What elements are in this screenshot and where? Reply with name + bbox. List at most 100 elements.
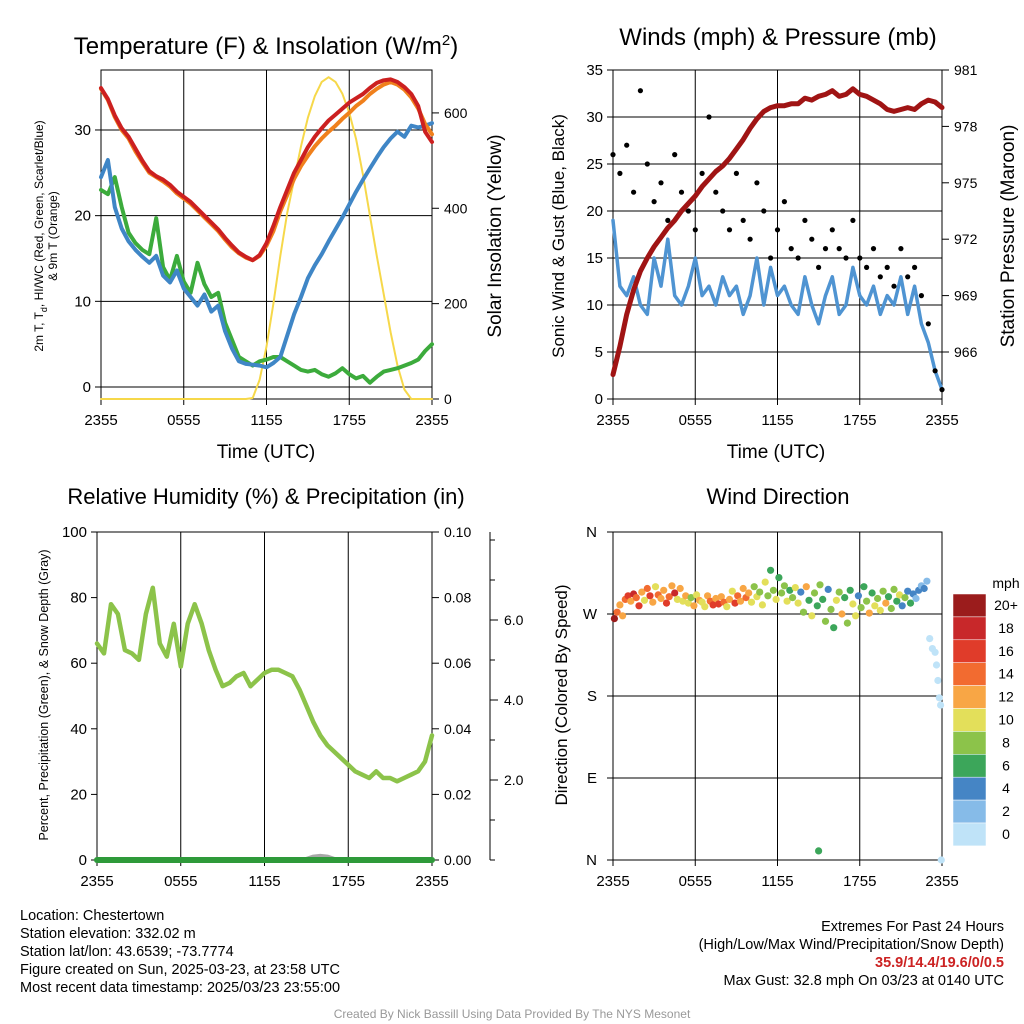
wind-direction-point — [876, 606, 884, 615]
wind-direction-point — [731, 599, 739, 607]
wind-direction-y-tick-label: W — [583, 606, 598, 623]
winds-x-tick-label: 2355 — [925, 412, 958, 429]
wind-direction-point — [799, 608, 808, 616]
pressure-y2-tick-label: 975 — [954, 175, 978, 191]
windchill-series-line — [99, 121, 434, 370]
wind-direction-point — [879, 587, 887, 595]
wind-direction-point — [747, 598, 756, 606]
speed-legend-swatch — [952, 685, 987, 709]
wind-direction-point — [874, 594, 882, 603]
speed-legend-label: 10 — [998, 712, 1014, 728]
wind-direction-point — [857, 604, 865, 612]
speed-legend-swatch — [952, 708, 987, 732]
gust-point — [726, 227, 733, 233]
gust-point — [884, 264, 890, 270]
wind-direction-point — [739, 584, 747, 593]
gust-point — [836, 246, 842, 252]
wind-direction-point — [646, 592, 654, 600]
wind-direction-point — [717, 593, 725, 601]
wind-direction-point — [736, 597, 745, 605]
temperature-panel: Temperature (F) & Insolation (W/m2) Time… — [32, 32, 506, 463]
wind-direction-point — [767, 566, 775, 574]
gust-point — [651, 199, 657, 205]
wind-direction-point — [934, 676, 942, 685]
gust-point — [658, 180, 664, 186]
wind-direction-point — [863, 597, 871, 605]
humidity-panel: Relative Humidity (%) & Precipitation (i… — [37, 484, 524, 890]
wind-direction-point — [854, 592, 863, 600]
gust-point — [918, 293, 925, 299]
gust-point — [802, 217, 808, 223]
gust-point — [932, 368, 938, 374]
wind-direction-x-tick-label: 1155 — [761, 873, 793, 890]
extremes-subtitle: (High/Low/Max Wind/Precipitation/Snow De… — [698, 937, 1004, 953]
wind-direction-point — [906, 599, 915, 607]
precip-y2-tick-label: 0.08 — [444, 590, 471, 606]
winds-y-tick-label: 30 — [586, 109, 603, 126]
station-latlon: Station lat/lon: 43.6539; -73.7774 — [20, 944, 234, 960]
gust-point — [733, 170, 740, 176]
winds-x-tick-label: 1155 — [761, 412, 793, 429]
gust-point — [692, 227, 698, 233]
gust-point — [864, 264, 870, 270]
wind-direction-point — [797, 588, 805, 596]
wind-direction-panel: Wind Direction Direction (Colored By Spe… — [552, 484, 1020, 890]
wind-direction-point — [865, 609, 873, 617]
station-elevation: Station elevation: 332.02 m — [20, 926, 196, 942]
winds-y-tick-label: 0 — [595, 391, 603, 408]
wind-direction-point — [920, 584, 928, 593]
speed-legend-swatch — [952, 639, 987, 663]
gust-point — [774, 227, 781, 233]
snow-depth-tick-label: 4.0 — [504, 692, 524, 708]
speed-legend-swatch — [952, 754, 987, 778]
wind-direction-point — [937, 701, 945, 709]
gust-point — [843, 255, 849, 261]
wind-direction-y-tick-label: E — [587, 770, 597, 787]
wind-direction-point — [632, 594, 640, 602]
speed-legend-swatch — [952, 776, 987, 801]
wind-direction-point — [923, 577, 931, 585]
speed-legend-label: 14 — [998, 666, 1014, 682]
snow-depth-tick-label: 6.0 — [504, 612, 524, 628]
winds-panel-title: Winds (mph) & Pressure (mb) — [619, 24, 936, 51]
humidity-y-tick-label: 0 — [79, 852, 87, 869]
gust-point — [713, 189, 719, 195]
wind-direction-point — [728, 587, 736, 595]
precip-y2-tick-label: 0.06 — [444, 655, 471, 671]
wind-direction-point — [810, 589, 819, 597]
gust-point — [857, 255, 863, 261]
humidity-y-tick-label: 40 — [70, 721, 87, 738]
winds-panel: Winds (mph) & Pressure (mb) Time (UTC) S… — [549, 24, 1019, 463]
gust-point — [761, 208, 767, 214]
wind-direction-point — [635, 602, 643, 610]
extremes-title: Extremes For Past 24 Hours — [821, 919, 1004, 935]
speed-legend-label: 6 — [1002, 757, 1010, 773]
wind-direction-point — [832, 596, 841, 604]
wind-direction-point — [734, 592, 742, 600]
temperature-x-tick-label: 1755 — [333, 412, 366, 429]
temperature-y-tick-label: 20 — [74, 208, 91, 225]
wind-direction-point — [935, 694, 943, 702]
speed-legend-swatch — [952, 593, 987, 618]
humidity-y-axis-label: Percent, Precipitation (Green), & Snow D… — [37, 549, 51, 840]
recent-data-timestamp: Most recent data timestamp: 2025/03/23 2… — [20, 980, 341, 996]
speed-legend-swatch — [952, 799, 987, 824]
solar-y2-tick-label: 400 — [444, 200, 468, 216]
wind-direction-point — [838, 610, 846, 618]
wind-direction-point — [640, 596, 649, 604]
speed-legend-swatch — [952, 731, 987, 755]
extremes-values: 35.9/14.4/19.6/0/0.5 — [875, 955, 1004, 971]
wind-direction-point — [937, 856, 945, 864]
wind-direction-point — [775, 574, 783, 582]
wind-direction-panel-title: Wind Direction — [706, 484, 849, 509]
humidity-x-tick-label: 1155 — [248, 873, 280, 890]
wind-direction-point — [786, 586, 794, 594]
pressure-y2-tick-label: 972 — [954, 231, 978, 247]
wind-direction-point — [778, 589, 786, 597]
wind-direction-point — [815, 847, 823, 855]
humidity-y-tick-label: 80 — [70, 590, 87, 607]
pressure-y2-tick-label: 981 — [954, 62, 978, 78]
gust-point — [672, 152, 678, 158]
temperature-x-tick-label: 1155 — [250, 412, 282, 429]
winds-x-tick-label: 1755 — [843, 412, 876, 429]
